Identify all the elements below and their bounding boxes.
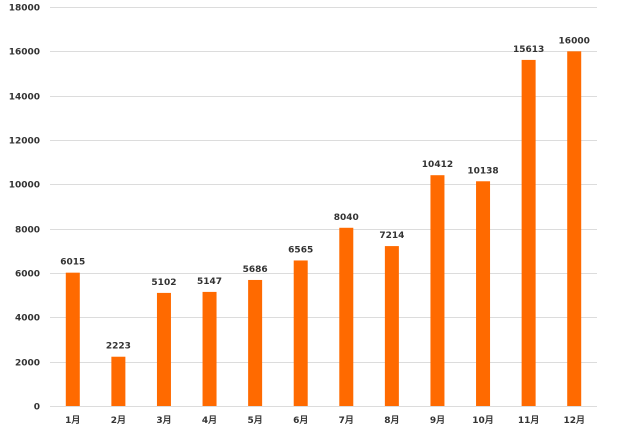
data-label: 2223 — [106, 342, 131, 352]
data-label: 5102 — [151, 278, 176, 288]
y-tick-label: 14000 — [9, 93, 40, 103]
data-labels: 6015 2223 5102 5147 5686 6565 8040 7214 10412 101… — [60, 36, 590, 351]
data-label: 6015 — [60, 258, 85, 268]
bars — [65, 51, 582, 406]
x-tick-label: 12月 — [563, 415, 585, 426]
bar — [111, 356, 126, 406]
bar — [476, 181, 491, 406]
x-tick-label: 6月 — [293, 415, 308, 426]
bar — [384, 246, 399, 406]
x-tick-label: 9月 — [430, 415, 445, 426]
y-axis-ticks: 0 2000 4000 6000 8000 10000 12000 14000 16000 180… — [9, 4, 40, 413]
x-tick-label: 8月 — [384, 415, 399, 426]
data-label: 6565 — [288, 245, 313, 255]
y-tick-label: 8000 — [15, 226, 40, 236]
data-label: 7214 — [379, 231, 404, 241]
x-tick-label: 10月 — [472, 415, 494, 426]
x-tick-label: 1月 — [65, 415, 80, 426]
data-label: 16000 — [559, 36, 590, 46]
data-label: 15613 — [513, 45, 544, 55]
x-tick-label: 4月 — [202, 415, 217, 426]
x-tick-label: 7月 — [339, 415, 354, 426]
y-tick-label: 2000 — [15, 359, 40, 369]
bar — [65, 272, 80, 406]
y-tick-label: 10000 — [9, 181, 40, 191]
bar — [156, 292, 171, 406]
data-label: 5147 — [197, 277, 222, 287]
data-label: 8040 — [334, 213, 359, 223]
x-axis-ticks: 1月 2月 3月 4月 5月 6月 7月 8月 9月 10月 11月 12月 — [65, 415, 585, 426]
data-label: 10412 — [422, 160, 453, 170]
y-tick-label: 12000 — [9, 137, 40, 147]
y-tick-label: 6000 — [15, 270, 40, 280]
bar — [202, 291, 217, 406]
y-tick-label: 16000 — [9, 48, 40, 58]
bar — [521, 59, 536, 406]
gridlines — [50, 7, 597, 407]
bar — [567, 51, 582, 406]
bar — [293, 260, 308, 406]
data-label: 5686 — [243, 265, 268, 275]
y-tick-label: 18000 — [9, 4, 40, 14]
bar — [248, 279, 263, 406]
x-tick-label: 11月 — [518, 415, 540, 426]
data-label: 10138 — [467, 166, 498, 176]
bar — [339, 227, 354, 406]
x-tick-label: 2月 — [111, 415, 126, 426]
x-tick-label: 3月 — [156, 415, 171, 426]
x-tick-label: 5月 — [247, 415, 262, 426]
y-tick-label: 0 — [34, 403, 40, 413]
y-tick-label: 4000 — [15, 314, 40, 324]
bar — [430, 175, 445, 406]
